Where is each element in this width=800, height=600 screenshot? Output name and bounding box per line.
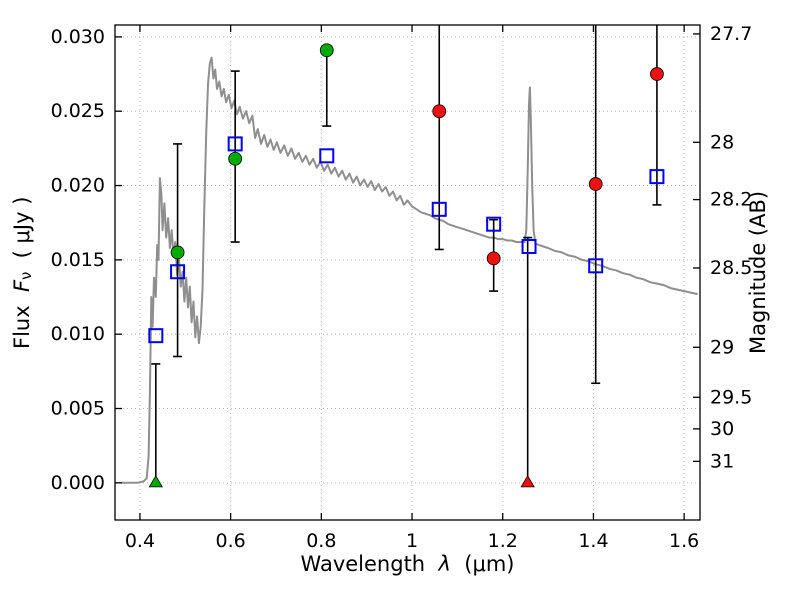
axes-frame	[114, 24, 701, 521]
y-tick-label-right: 27.7	[710, 23, 752, 45]
data-point-square	[170, 264, 186, 280]
x-tick-label: 0.6	[216, 530, 246, 552]
x-axis-label-text: Wavelength	[300, 552, 426, 576]
y-tick-label-left: 0.010	[51, 323, 105, 345]
data-point-square	[649, 169, 665, 185]
series-green-upper-limit-triangle	[148, 475, 164, 488]
data-point-square	[227, 136, 243, 152]
errorbars	[151, 25, 662, 483]
y-tick-label-left: 0.025	[51, 100, 105, 122]
y-tick-label-right: 29	[710, 336, 734, 358]
data-point-square	[148, 328, 164, 344]
data-point-square	[486, 216, 502, 232]
y-tick-label-right: 28.2	[710, 189, 752, 211]
spectrum-path	[121, 56, 698, 484]
data-point-circle	[486, 251, 501, 266]
x-axis-label: Wavelength λ (μm)	[115, 554, 700, 575]
data-point-circle	[588, 177, 603, 191]
upper-limit-triangle	[520, 475, 535, 488]
y-tick-label-left: 0.015	[51, 249, 105, 271]
x-tick-label: 1.6	[669, 530, 699, 552]
flux-symbol: F	[10, 279, 34, 292]
y-tick-label-right: 28	[710, 131, 734, 153]
series-green-filled-circles	[170, 43, 334, 260]
x-tick-label: 1	[406, 530, 418, 552]
y-tick-label-left: 0.030	[51, 26, 105, 48]
data-point-circle	[319, 43, 334, 58]
x-axis-unit: (μm)	[464, 552, 515, 576]
y-axis-label-left: Flux Fν ( μJy )	[10, 25, 36, 520]
x-axis-lambda-symbol: λ	[438, 552, 451, 576]
y-tick-label-left: 0.005	[51, 398, 105, 420]
y-tick-label-right: 29.5	[710, 386, 752, 408]
data-point-square	[431, 201, 447, 217]
axis-ticks-and-labels: 0.4 0.6 0.8 1 1.2 1.4 1.6 0.000 0.005 0.010 0.015 0…	[51, 23, 753, 552]
y-tick-label-right: 31	[710, 450, 734, 472]
data-point-square	[588, 258, 604, 274]
x-tick-label: 1.2	[488, 530, 518, 552]
series-blue-open-squares	[148, 136, 665, 344]
gridlines	[115, 25, 700, 520]
y-axis-label-text: Flux	[10, 305, 34, 349]
y-tick-label-right: 30	[710, 418, 734, 440]
data-point-square	[521, 238, 537, 254]
x-tick-label: 0.8	[306, 530, 336, 552]
data-point-circle	[432, 104, 447, 119]
x-tick-label: 0.4	[125, 530, 155, 552]
data-point-circle	[650, 67, 664, 81]
upper-limit-triangle	[148, 475, 164, 488]
y-tick-label-left: 0.020	[51, 175, 105, 197]
magnitude-axis-label-text: Magnitude (AB)	[746, 190, 770, 355]
y-tick-label-left: 0.000	[51, 472, 105, 494]
data-point-square	[319, 148, 335, 164]
x-tick-label: 1.4	[578, 530, 608, 552]
model-spectrum-line	[121, 56, 698, 484]
flux-symbol-subscript: ν	[18, 271, 36, 280]
y-tick-label-right: 28.5	[710, 257, 752, 279]
y-axis-label-right: Magnitude (AB)	[746, 25, 770, 520]
data-point-circle	[170, 245, 185, 260]
series-red-filled-circles	[432, 67, 664, 266]
data-point-circle	[228, 151, 243, 166]
series-red-upper-limit-triangle	[520, 475, 535, 488]
y-axis-unit: ( μJy )	[10, 196, 34, 259]
